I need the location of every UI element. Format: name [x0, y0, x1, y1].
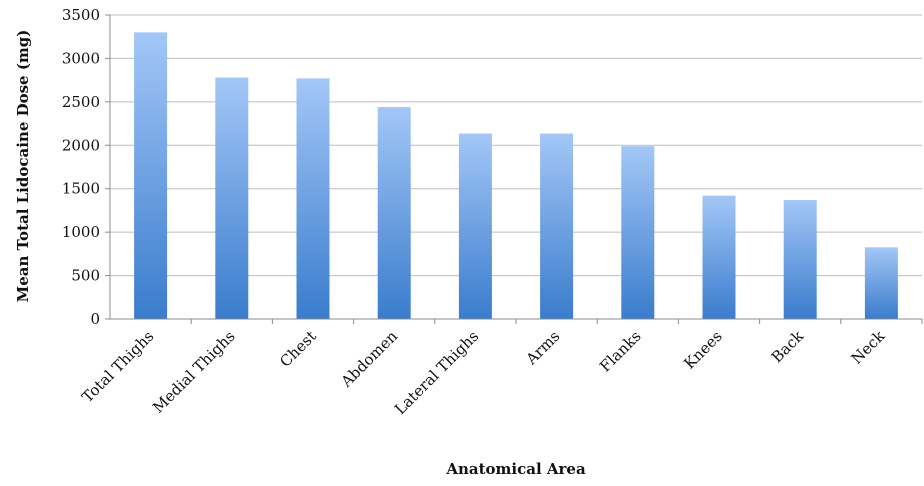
x-axis-title: Anatomical Area: [445, 460, 586, 478]
bar: [621, 146, 655, 319]
y-tick-label: 3000: [62, 49, 100, 67]
x-tick-label: Abdomen: [337, 327, 401, 391]
x-tick-label: Total Thighs: [78, 327, 157, 406]
y-tick-label: 1000: [62, 223, 100, 241]
y-axis-title: Mean Total Lidocaine Dose (mg): [14, 30, 32, 303]
bar: [458, 133, 492, 319]
bar: [783, 200, 817, 319]
x-tick-label: Knees: [680, 327, 725, 372]
bar: [702, 195, 736, 319]
bar: [540, 133, 574, 319]
bar: [134, 32, 168, 319]
x-tick-label: Back: [768, 326, 808, 366]
x-tick-label: Flanks: [596, 327, 645, 376]
x-tick-label: Arms: [522, 327, 564, 369]
x-tick-label: Neck: [848, 326, 889, 367]
y-tick-label: 2500: [62, 93, 100, 111]
bar: [377, 107, 411, 319]
x-tick-label: Chest: [276, 327, 320, 371]
x-tick-label: Lateral Thighs: [391, 327, 482, 418]
y-tick-label: 1500: [62, 180, 100, 198]
bar: [296, 78, 330, 319]
axes: [105, 14, 923, 324]
x-tick-label: Medial Thighs: [149, 327, 239, 417]
bar: [215, 77, 249, 319]
y-tick-label: 2000: [62, 136, 100, 154]
bar: [864, 247, 898, 319]
y-tick-label: 500: [71, 267, 100, 285]
y-tick-label: 0: [90, 310, 100, 328]
y-tick-label: 3500: [62, 6, 100, 24]
bars: [134, 32, 898, 319]
